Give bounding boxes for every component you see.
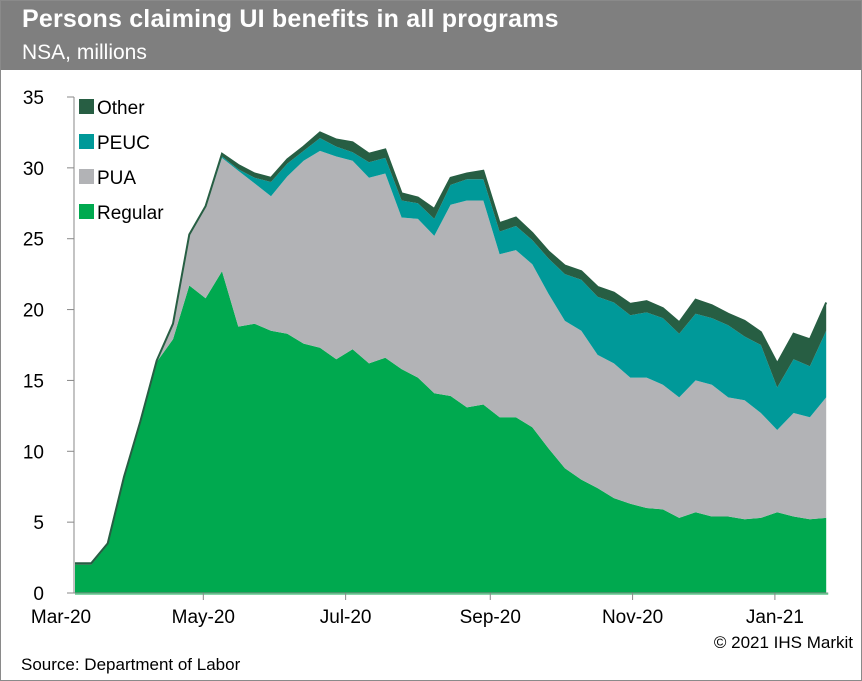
x-tick-label: Mar-20 [31, 607, 91, 628]
y-tick-label: 10 [23, 442, 44, 463]
area-pua [75, 150, 827, 565]
chart-header: Persons claiming UI benefits in all prog… [1, 1, 861, 70]
legend-label-regular: Regular [97, 203, 164, 224]
source-note: Source: Department of Labor [21, 655, 241, 674]
x-tick-label: Sep-20 [460, 607, 521, 628]
y-tick-label: 35 [23, 88, 44, 109]
legend-swatch-other [79, 99, 94, 114]
legend-label-other: Other [97, 98, 145, 119]
x-tick-label: Nov-20 [602, 607, 663, 628]
copyright-note: © 2021 IHS Markit [713, 633, 853, 652]
y-tick-label: 5 [33, 513, 44, 534]
area-peuc [75, 138, 827, 565]
x-tick-label: Jan-21 [746, 607, 804, 628]
legend-label-pua: PUA [97, 168, 136, 189]
total-outline [75, 131, 828, 565]
x-tick-label: May-20 [172, 607, 235, 628]
legend-swatch-peuc [79, 134, 94, 149]
x-tick-label: Jul-20 [320, 607, 372, 628]
chart-title: Persons claiming UI benefits in all prog… [22, 5, 559, 33]
y-tick-label: 15 [23, 371, 44, 392]
legend-label-peuc: PEUC [97, 133, 150, 154]
y-tick-label: 30 [23, 159, 44, 180]
area-regular [75, 271, 827, 593]
chart-subtitle: NSA, millions [22, 41, 147, 64]
legend-swatch-regular [79, 204, 94, 219]
y-tick-label: 0 [33, 584, 44, 605]
y-tick-label: 25 [23, 230, 44, 251]
y-tick-label: 20 [23, 301, 44, 322]
legend-swatch-pua [79, 169, 94, 184]
